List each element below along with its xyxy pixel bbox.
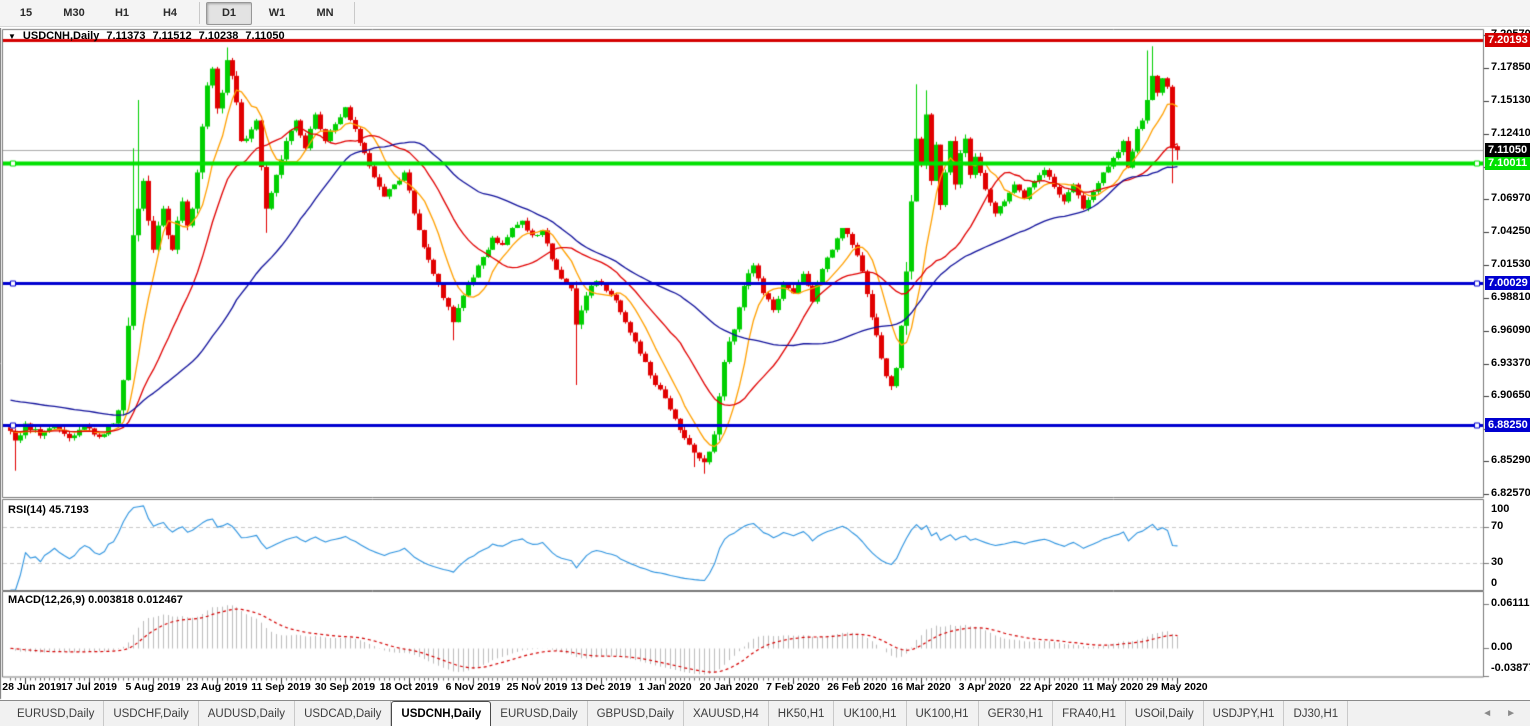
timeframe-button-MN[interactable]: MN (316, 7, 334, 19)
date-axis-tick: 3 Apr 2020 (958, 681, 1012, 693)
chart-tab-usdcnh-daily[interactable]: USDCNH,Daily (391, 701, 492, 726)
timeframe-toolbar: 15 M30 H1 H4 D1 W1 MN (0, 0, 1530, 27)
timeframe-button-M30[interactable]: M30 (63, 7, 85, 19)
ohlc-low-value: 7.10238 (198, 30, 239, 42)
date-axis-tick: 29 May 2020 (1146, 681, 1208, 693)
date-axis-tick: 11 Sep 2019 (251, 681, 311, 693)
rsi-axis-tick: 30 (1491, 556, 1504, 568)
price-axis-tick: 7.06970 (1491, 192, 1530, 205)
chart-tab-usdcad-daily[interactable]: USDCAD,Daily (295, 701, 392, 726)
chart-tab-ger30-h1[interactable]: GER30,H1 (979, 701, 1054, 726)
price-axis-tick: 7.17850 (1491, 61, 1530, 73)
date-axis-tick: 7 Feb 2020 (766, 681, 820, 693)
price-line-tag-7.20193[interactable]: 7.20193 (1485, 32, 1530, 47)
price-axis-tick: 7.04250 (1491, 225, 1530, 238)
rsi-indicator-label: RSI(14) 45.7193 (8, 504, 89, 516)
chart-tab-usdchf-daily[interactable]: USDCHF,Daily (104, 701, 199, 726)
price-line-tag-7.00029[interactable]: 7.00029 (1485, 276, 1530, 291)
price-axis-tick: 6.96090 (1491, 323, 1530, 336)
timeframe-button-H1[interactable]: H1 (114, 7, 130, 19)
date-axis-tick: 28 Jun 2019 (2, 681, 62, 693)
ohlc-high-value: 7.11512 (152, 30, 192, 42)
macd-axis-tick: 0.00 (1491, 641, 1513, 653)
date-axis-tick: 22 Apr 2020 (1019, 681, 1079, 693)
date-axis-tick: 6 Nov 2019 (445, 681, 501, 693)
chart-title-row: ▼ USDCNH,Daily 7.11373 7.11512 7.10238 7… (8, 30, 285, 42)
date-axis-tick: 30 Sep 2019 (314, 681, 376, 693)
price-line-tag-7.10011[interactable]: 7.10011 (1485, 155, 1530, 170)
rsi-axis-tick: 100 (1491, 503, 1510, 515)
chart-tab-xauusd-h4[interactable]: XAUUSD,H4 (684, 701, 769, 726)
date-axis-tick: 11 May 2020 (1082, 681, 1144, 693)
macd-axis-tick: 0.061119 (1491, 597, 1530, 609)
price-axis-tick: 7.01530 (1491, 258, 1530, 271)
date-axis-tick: 5 Aug 2019 (125, 681, 181, 693)
ohlc-open-value: 7.11373 (106, 30, 146, 42)
macd-axis-tick: -0.03877 (1491, 662, 1530, 674)
timeframe-button-W1[interactable]: W1 (268, 7, 286, 19)
chart-tab-uk100-h1[interactable]: UK100,H1 (834, 701, 907, 726)
price-axis-tick: 6.85290 (1491, 454, 1530, 467)
chart-tab-uk100-h1[interactable]: UK100,H1 (907, 701, 979, 726)
chart-tab-fra40-h1[interactable]: FRA40,H1 (1053, 701, 1126, 726)
timeframe-button-D1[interactable]: D1 (206, 1, 252, 25)
date-axis-tick: 25 Nov 2019 (506, 681, 568, 693)
symbol-dropdown-icon[interactable]: ▼ (8, 31, 16, 41)
price-axis-tick: 6.82570 (1491, 487, 1530, 499)
price-axis-tick: 6.93370 (1491, 356, 1530, 369)
toolbar-separator (354, 2, 355, 24)
price-line-tag-6.88250[interactable]: 6.88250 (1485, 418, 1530, 433)
price-axis-tick: 7.12410 (1491, 126, 1530, 139)
timeframe-button-15[interactable]: 15 (19, 7, 33, 19)
timeframe-button-H4[interactable]: H4 (162, 7, 178, 19)
date-axis-tick: 23 Aug 2019 (186, 681, 248, 693)
tabs-scroll-buttons: ◄ ► (1468, 701, 1530, 726)
date-axis-tick: 16 Mar 2020 (891, 681, 951, 693)
date-axis-tick: 1 Jan 2020 (638, 681, 692, 693)
toolbar-separator (199, 2, 200, 24)
chart-tab-dj30-h1[interactable]: DJ30,H1 (1284, 701, 1349, 726)
chart-tab-eurusd-daily[interactable]: EURUSD,Daily (8, 701, 105, 726)
date-axis-tick: 13 Dec 2019 (570, 681, 632, 693)
chart-tab-audusd-daily[interactable]: AUDUSD,Daily (199, 701, 296, 726)
chart-tab-gbpusd-daily[interactable]: GBPUSD,Daily (588, 701, 684, 726)
chart-tab-usoil-daily[interactable]: USOil,Daily (1126, 701, 1204, 726)
price-chart-canvas[interactable] (0, 28, 1530, 700)
date-axis-tick: 26 Feb 2020 (827, 681, 887, 693)
date-axis-tick: 17 Jul 2019 (60, 681, 118, 693)
date-axis-tick: 18 Oct 2019 (379, 681, 439, 693)
tabs-scroll-left-icon[interactable]: ◄ (1482, 708, 1493, 719)
date-axis-tick: 20 Jan 2020 (699, 681, 759, 693)
rsi-axis-tick: 0 (1491, 577, 1498, 589)
chart-tab-usdjpy-h1[interactable]: USDJPY,H1 (1204, 701, 1285, 726)
chart-tab-eurusd-daily[interactable]: EURUSD,Daily (491, 701, 588, 726)
macd-indicator-label: MACD(12,26,9) 0.003818 0.012467 (8, 594, 183, 606)
price-axis-tick: 6.90650 (1491, 389, 1530, 402)
chart-tab-hk50-h1[interactable]: HK50,H1 (769, 701, 835, 726)
chart-tab-bar: EURUSD,Daily USDCHF,Daily AUDUSD,Daily USDC… (0, 700, 1530, 726)
price-axis-tick: 6.98810 (1491, 290, 1530, 303)
current-price-tag: 7.11050 (1485, 143, 1530, 158)
tabs-scroll-right-icon[interactable]: ► (1506, 708, 1516, 719)
rsi-axis-tick: 70 (1491, 520, 1504, 532)
ohlc-close-value: 7.11050 (245, 30, 285, 42)
chart-symbol-label: USDCNH,Daily (22, 30, 100, 42)
price-axis-tick: 7.15130 (1491, 93, 1530, 106)
